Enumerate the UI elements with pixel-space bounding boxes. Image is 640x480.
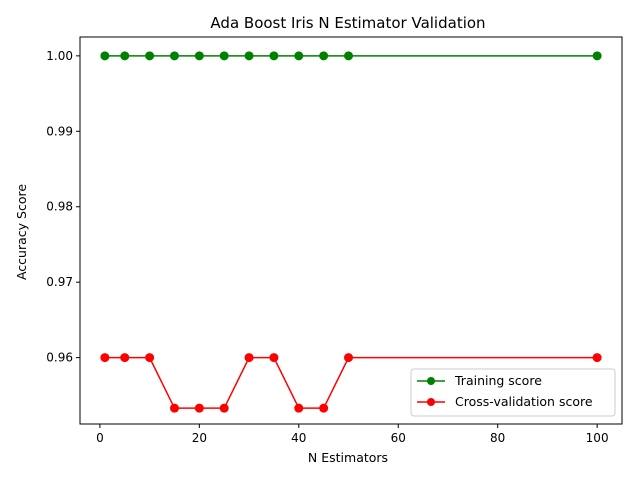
data-point bbox=[120, 51, 130, 61]
data-point bbox=[100, 353, 110, 363]
x-axis-label: N Estimators bbox=[308, 450, 388, 465]
x-tick-label: 80 bbox=[490, 431, 505, 445]
y-axis: 0.96 0.97 0.98 0.99 1.00 bbox=[46, 49, 80, 365]
plot-area bbox=[79, 36, 623, 425]
legend-box bbox=[410, 368, 616, 417]
data-point bbox=[219, 51, 229, 61]
data-point bbox=[592, 51, 602, 61]
x-tick-label: 60 bbox=[391, 431, 406, 445]
data-point bbox=[294, 51, 304, 61]
data-point bbox=[244, 51, 254, 61]
legend-label: Cross-validation score bbox=[455, 394, 593, 409]
legend-label: Training score bbox=[454, 373, 542, 388]
data-point bbox=[269, 51, 279, 61]
series-cross-validation bbox=[100, 353, 602, 413]
data-point bbox=[219, 403, 229, 413]
data-point bbox=[194, 51, 204, 61]
x-tick-label: 100 bbox=[586, 431, 609, 445]
y-tick-label: 0.98 bbox=[46, 200, 73, 214]
chart-title: Ada Boost Iris N Estimator Validation bbox=[210, 14, 485, 32]
y-tick-label: 0.97 bbox=[46, 275, 73, 289]
y-tick-label: 0.96 bbox=[46, 351, 73, 365]
data-point bbox=[145, 353, 155, 363]
data-point bbox=[145, 51, 155, 61]
data-point bbox=[120, 353, 130, 363]
legend: Training score Cross-validation score bbox=[410, 368, 616, 417]
y-tick-label: 0.99 bbox=[46, 124, 73, 138]
data-point bbox=[319, 51, 329, 61]
y-axis-label: Accuracy Score bbox=[14, 184, 29, 280]
data-point bbox=[592, 353, 602, 363]
data-point bbox=[344, 353, 354, 363]
data-point bbox=[169, 403, 179, 413]
x-tick-label: 20 bbox=[192, 431, 207, 445]
legend-item: Cross-validation score bbox=[417, 394, 593, 409]
x-axis: 0 20 40 60 80 100 bbox=[96, 424, 609, 445]
plot-frame bbox=[79, 36, 623, 425]
x-tick-label: 0 bbox=[96, 431, 104, 445]
data-point bbox=[244, 353, 254, 363]
data-point bbox=[294, 403, 304, 413]
legend-item: Training score bbox=[417, 373, 542, 388]
y-tick-label: 1.00 bbox=[46, 49, 73, 63]
series-training bbox=[100, 51, 602, 61]
legend-swatch-marker bbox=[427, 398, 435, 406]
data-point bbox=[194, 403, 204, 413]
data-point bbox=[319, 403, 329, 413]
data-point bbox=[100, 51, 110, 61]
legend-swatch-marker bbox=[427, 377, 435, 385]
data-point bbox=[269, 353, 279, 363]
data-point bbox=[344, 51, 354, 61]
series-layer bbox=[100, 51, 602, 413]
data-point bbox=[169, 51, 179, 61]
x-tick-label: 40 bbox=[291, 431, 306, 445]
